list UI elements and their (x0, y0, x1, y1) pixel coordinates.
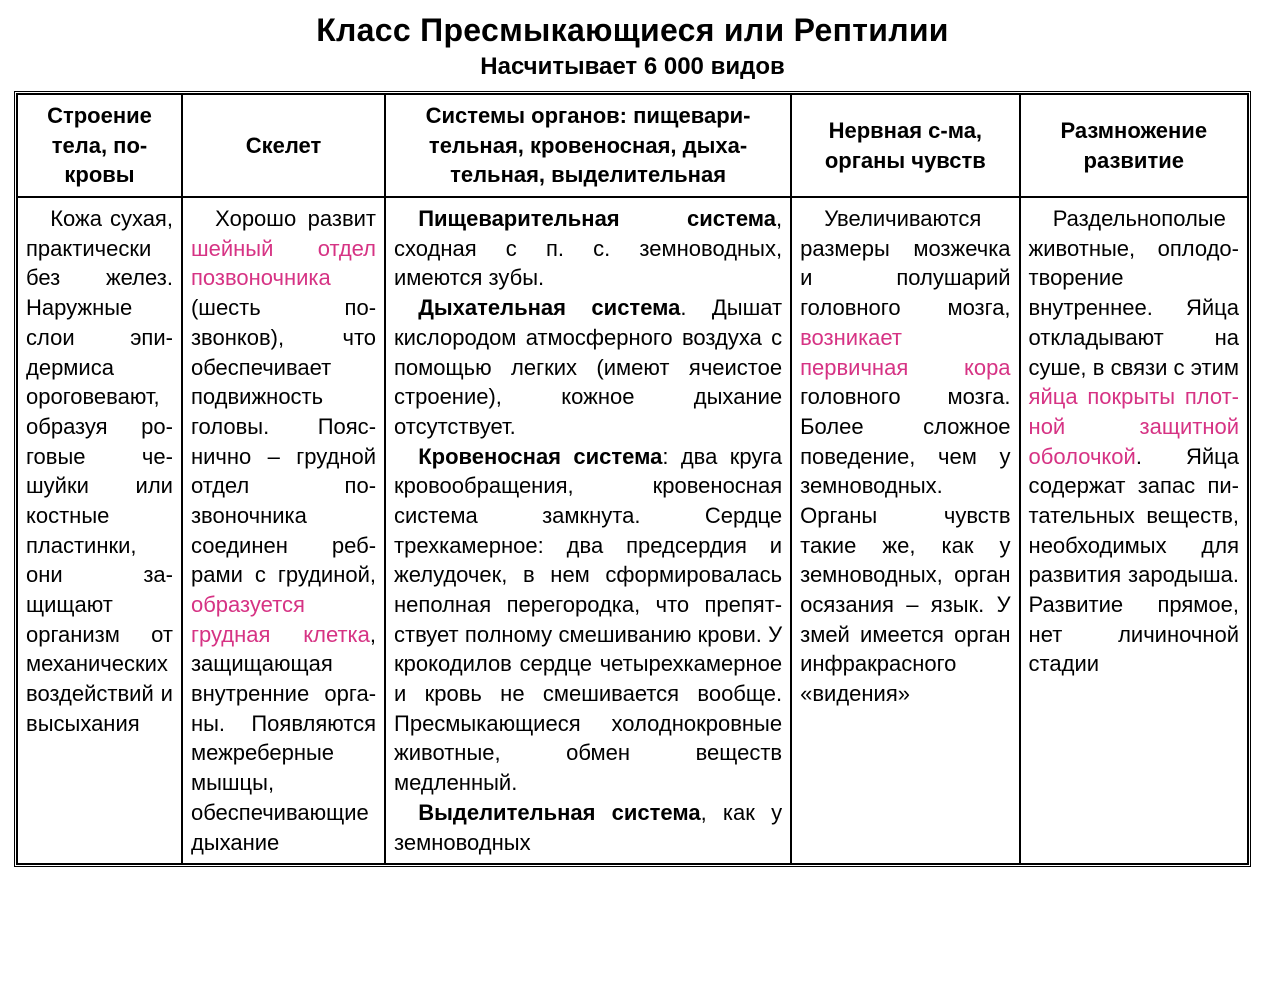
cell-skeleton: Хорошо раз­вит шейный отдел позво­ночник… (182, 197, 385, 864)
col-header-reproduction: Размножение развитие (1020, 94, 1248, 197)
page-subtitle: Насчитывает 6 000 видов (14, 53, 1251, 81)
cell-nervous-system: Увеличиваются размеры моз­жечка и полу­ш… (791, 197, 1019, 864)
col-header-nervous-system: Нервная с-ма, органы чувств (791, 94, 1019, 197)
page-title: Класс Пресмыкающиеся или Рептилии (14, 12, 1251, 49)
col-header-body-structure: Строение тела, по­кровы (17, 94, 182, 197)
table-header-row: Строение тела, по­кровы Скелет Системы о… (17, 94, 1248, 197)
reptiles-table: Строение тела, по­кровы Скелет Системы о… (14, 91, 1251, 867)
cell-reproduction: Раздельнопо­лые живот­ные, оплодо­творен… (1020, 197, 1248, 864)
cell-organ-systems: Пищеварительная система, сходная с п. с.… (385, 197, 791, 864)
document-page: Класс Пресмыкающиеся или Рептилии Насчит… (0, 0, 1265, 887)
col-header-organ-systems: Системы органов: пищевари­тельная, крове… (385, 94, 791, 197)
col-header-skeleton: Скелет (182, 94, 385, 197)
cell-body-structure: Кожа су­хая, прак­тически без желез. Нар… (17, 197, 182, 864)
table-body-row: Кожа су­хая, прак­тически без желез. Нар… (17, 197, 1248, 864)
